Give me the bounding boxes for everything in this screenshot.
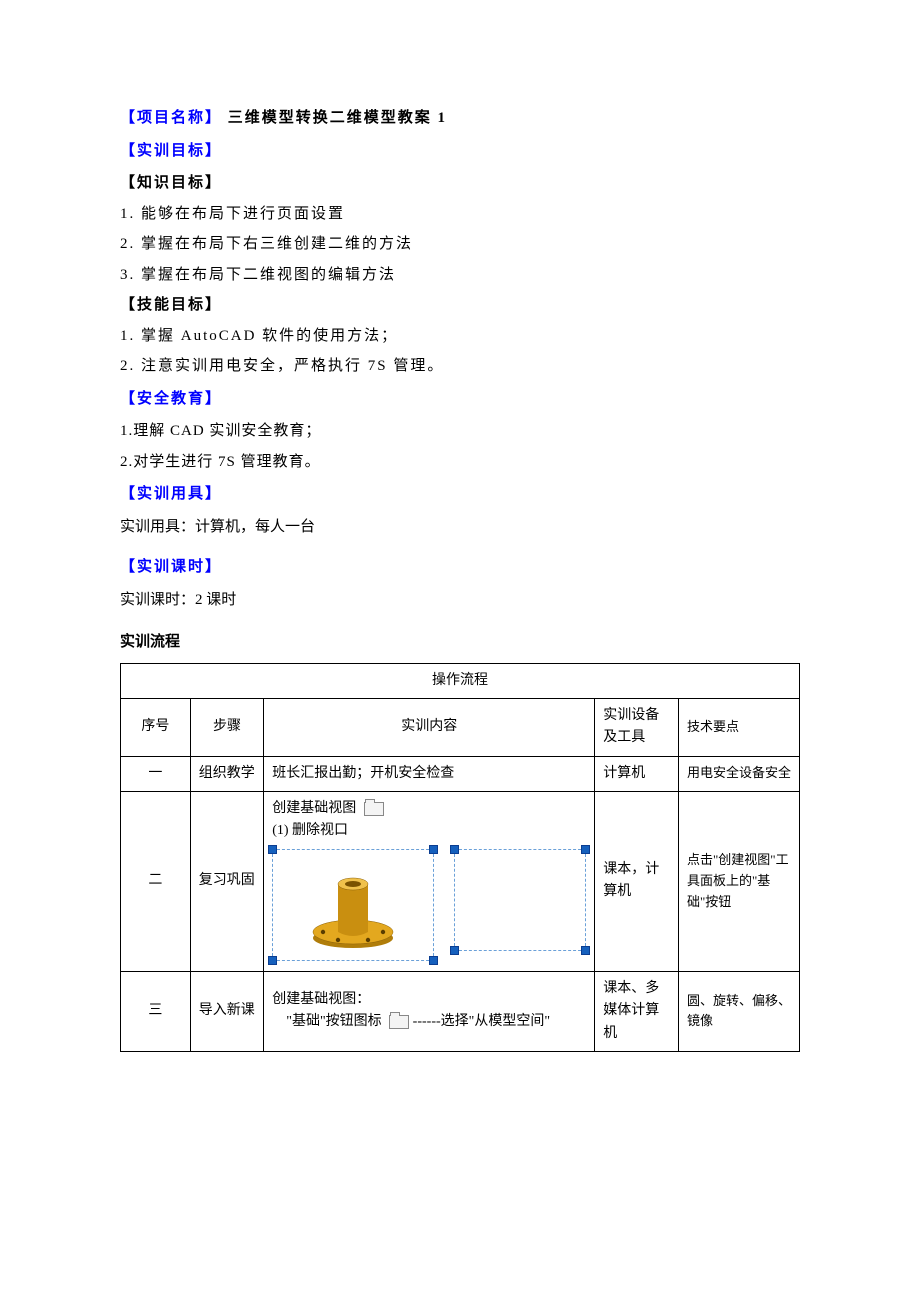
cell-num: 一 (121, 756, 191, 791)
cell-key: 点击"创建视图"工具面板上的"基础"按钮 (679, 792, 800, 972)
tools-label: 【实训用具】 (120, 480, 800, 509)
cell-tool: 课本，计算机 (595, 792, 679, 972)
th-content: 实训内容 (264, 698, 595, 756)
handle-icon (581, 946, 590, 955)
handle-icon (268, 845, 277, 854)
cell-step: 复习巩固 (190, 792, 263, 972)
cell-tool: 计算机 (595, 756, 679, 791)
table-caption: 操作流程 (121, 663, 800, 698)
table-row: 三 导入新课 创建基础视图： "基础"按钮图标 ------选择"从模型空间" … (121, 971, 800, 1051)
th-num: 序号 (121, 698, 191, 756)
project-label: 【项目名称】 (120, 110, 222, 126)
viewport-row (272, 849, 586, 961)
handle-icon (429, 845, 438, 854)
hours-text: 实训课时：2 课时 (120, 586, 800, 615)
viewport-empty (454, 849, 586, 951)
safety-label: 【安全教育】 (120, 385, 800, 414)
handle-icon (268, 956, 277, 965)
goal-label: 【实训目标】 (120, 137, 800, 166)
cell-num: 二 (121, 792, 191, 972)
folder-icon (389, 1015, 409, 1029)
th-step: 步骤 (190, 698, 263, 756)
cell-tool: 课本、多媒体计算机 (595, 971, 679, 1051)
table-row: 一 组织教学 班长汇报出勤；开机安全检查 计算机 用电安全设备安全 (121, 756, 800, 791)
safety-item: 1.理解 CAD 实训安全教育； (120, 417, 800, 446)
th-tool: 实训设备及工具 (595, 698, 679, 756)
skill-item: 2. 注意实训用电安全，严格执行 7S 管理。 (120, 352, 800, 381)
flow-table: 操作流程 序号 步骤 实训内容 实训设备及工具 技术要点 一 组织教学 班长汇报… (120, 663, 800, 1053)
table-row: 二 复习巩固 创建基础视图 (1) 删除视口 (121, 792, 800, 972)
handle-icon (450, 946, 459, 955)
table-head-row: 序号 步骤 实训内容 实训设备及工具 技术要点 (121, 698, 800, 756)
skill-label: 【技能目标】 (120, 291, 800, 320)
th-key: 技术要点 (679, 698, 800, 756)
folder-icon (364, 802, 384, 816)
project-title: 三维模型转换二维模型教案 1 (228, 110, 447, 126)
knowledge-item: 1. 能够在布局下进行页面设置 (120, 200, 800, 229)
tools-text: 实训用具：计算机，每人一台 (120, 513, 800, 542)
content-line: "基础"按钮图标 ------选择"从模型空间" (272, 1011, 586, 1033)
viewport-model (272, 849, 434, 961)
content-text: ------选择"从模型空间" (413, 1014, 550, 1029)
knowledge-item: 3. 掌握在布局下二维视图的编辑方法 (120, 261, 800, 290)
knowledge-item: 2. 掌握在布局下右三维创建二维的方法 (120, 230, 800, 259)
project-heading: 【项目名称】 三维模型转换二维模型教案 1 (120, 104, 800, 133)
content-line: 创建基础视图 (272, 798, 586, 820)
flow-label: 实训流程 (120, 628, 800, 657)
cell-content: 班长汇报出勤；开机安全检查 (264, 756, 595, 791)
cell-num: 三 (121, 971, 191, 1051)
handle-icon (429, 956, 438, 965)
hours-label: 【实训课时】 (120, 553, 800, 582)
cell-content: 创建基础视图： "基础"按钮图标 ------选择"从模型空间" (264, 971, 595, 1051)
content-line: 创建基础视图： (272, 989, 586, 1011)
handle-icon (581, 845, 590, 854)
safety-item: 2.对学生进行 7S 管理教育。 (120, 448, 800, 477)
content-line: (1) 删除视口 (272, 820, 586, 842)
handle-icon (450, 845, 459, 854)
content-text: "基础"按钮图标 (272, 1014, 381, 1029)
table-caption-row: 操作流程 (121, 663, 800, 698)
skill-item: 1. 掌握 AutoCAD 软件的使用方法； (120, 322, 800, 351)
cell-content: 创建基础视图 (1) 删除视口 (264, 792, 595, 972)
part-3d-icon (298, 860, 408, 950)
cell-key: 圆、旋转、偏移、镜像 (679, 971, 800, 1051)
content-text: 创建基础视图 (272, 801, 356, 816)
cell-key: 用电安全设备安全 (679, 756, 800, 791)
knowledge-label: 【知识目标】 (120, 169, 800, 198)
cell-step: 导入新课 (190, 971, 263, 1051)
cell-step: 组织教学 (190, 756, 263, 791)
